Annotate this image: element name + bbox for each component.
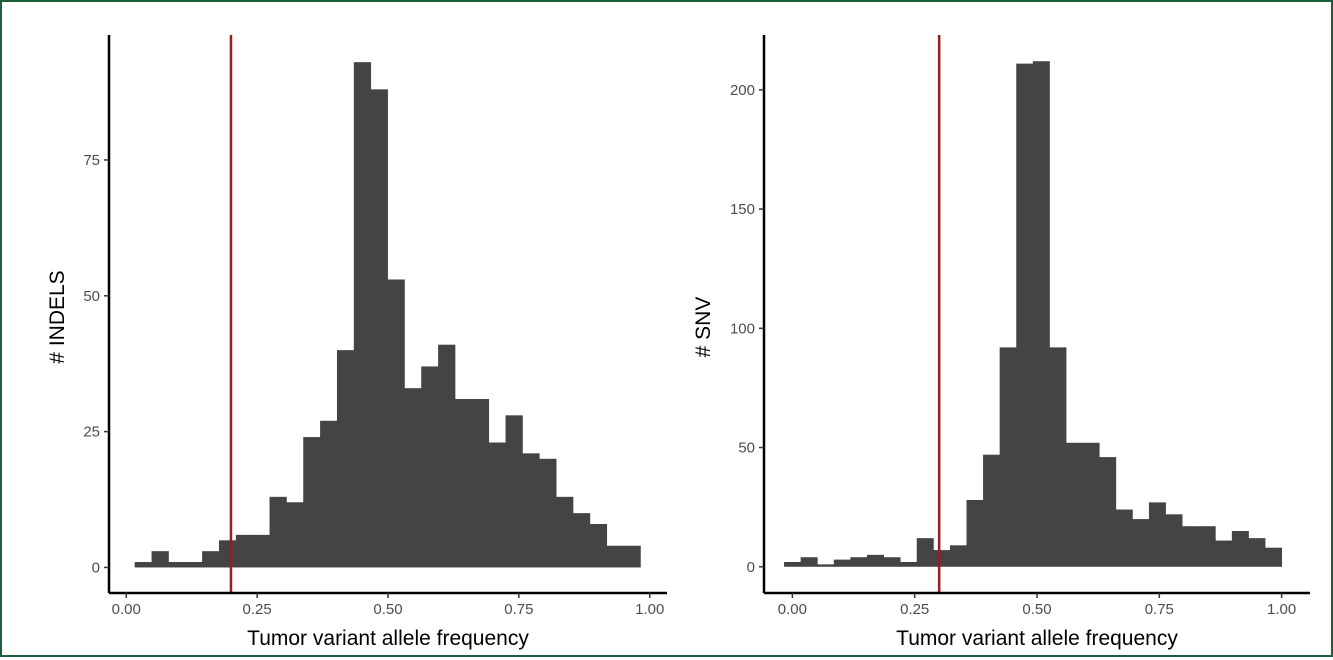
histogram-bar xyxy=(387,279,405,568)
histogram-bar xyxy=(252,534,270,568)
histogram-bar xyxy=(522,453,540,568)
histogram-bar xyxy=(1099,457,1117,567)
histogram-bar xyxy=(800,557,818,567)
histogram-bar xyxy=(966,500,984,567)
histogram-bar xyxy=(1231,531,1249,567)
histogram-bar xyxy=(1132,519,1150,567)
x-tick-label: 0.25 xyxy=(900,601,929,618)
x-axis-title: Tumor variant allele frequency xyxy=(896,627,1178,650)
histogram-bar xyxy=(202,551,220,568)
histogram-bar xyxy=(320,420,338,568)
x-tick-label: 1.00 xyxy=(1267,601,1296,618)
y-tick-label: 50 xyxy=(738,440,755,457)
histogram-bar xyxy=(471,399,490,568)
x-tick-label: 1.00 xyxy=(635,601,664,618)
y-tick-label: 0 xyxy=(747,559,755,576)
histogram-bar xyxy=(1049,347,1067,567)
histogram-bar xyxy=(983,454,1001,567)
histogram-bar xyxy=(168,562,186,568)
histogram-bar xyxy=(1182,526,1200,567)
histogram-bar xyxy=(999,347,1017,567)
histogram-bar xyxy=(866,554,884,567)
histogram-bar xyxy=(784,562,802,567)
histogram-bar xyxy=(556,496,574,568)
y-tick-label: 150 xyxy=(730,201,755,218)
histogram-bar xyxy=(900,562,918,567)
histogram-bar xyxy=(438,344,456,568)
y-axis-title: # INDELS xyxy=(46,270,69,363)
histogram-bar xyxy=(1016,63,1034,567)
histogram-bar xyxy=(353,62,372,568)
histogram-bar xyxy=(623,545,641,568)
histogram-bar xyxy=(269,496,287,568)
histogram-bar xyxy=(454,399,473,568)
histogram-bar xyxy=(949,545,967,567)
histogram-bar xyxy=(1032,61,1050,567)
panel-snv: 0.00 0.25 0.50 0.75 1.00 0 50 100 150 200 Tumor … xyxy=(692,35,1310,650)
histogram-bar xyxy=(1082,442,1100,567)
y-tick-label: 75 xyxy=(83,152,100,169)
y-ticks: 0 50 100 150 200 xyxy=(730,82,764,576)
y-axis-title: # SNV xyxy=(692,297,715,358)
bars xyxy=(784,61,1283,567)
x-tick-label: 0.00 xyxy=(778,601,807,618)
y-ticks: 0 25 50 75 xyxy=(83,152,109,576)
histogram-bar xyxy=(833,559,851,567)
y-tick-label: 0 xyxy=(92,559,100,576)
y-tick-label: 100 xyxy=(730,320,755,337)
histogram-bar xyxy=(850,557,868,567)
histogram-bar xyxy=(1248,538,1266,567)
x-tick-label: 0.50 xyxy=(373,601,402,618)
histogram-bar xyxy=(916,538,934,567)
histogram-bar xyxy=(1215,540,1233,567)
histogram-bar xyxy=(1198,526,1216,567)
histogram-bar xyxy=(1148,502,1166,567)
histogram-bar xyxy=(606,545,624,568)
histogram-bar xyxy=(1165,514,1183,567)
x-axis-title: Tumor variant allele frequency xyxy=(247,627,529,650)
histogram-bar xyxy=(883,557,901,567)
histogram-bar xyxy=(370,89,388,568)
histogram-bar xyxy=(488,442,506,568)
y-tick-label: 200 xyxy=(730,82,755,99)
y-tick-label: 25 xyxy=(83,424,100,441)
panel-indels: 0.00 0.25 0.50 0.75 1.00 0 25 50 75 Tumor varia… xyxy=(46,35,667,650)
histogram-bar xyxy=(1265,547,1283,567)
bars xyxy=(134,62,641,568)
histogram-bar xyxy=(303,437,321,568)
x-tick-label: 0.75 xyxy=(504,601,533,618)
histogram-bar xyxy=(1066,442,1083,567)
histogram-bar xyxy=(151,551,169,568)
histogram-bar xyxy=(572,513,591,568)
x-tick-label: 0.75 xyxy=(1145,601,1174,618)
histogram-bar xyxy=(421,366,439,568)
histogram-bar xyxy=(933,550,951,567)
histogram-bar xyxy=(286,502,304,568)
histogram-bar xyxy=(235,534,254,568)
x-ticks: 0.00 0.25 0.50 0.75 1.00 xyxy=(778,593,1296,618)
histogram-bar xyxy=(539,458,557,568)
histogram-bar xyxy=(218,540,237,568)
x-tick-label: 0.25 xyxy=(243,601,272,618)
histogram-bar xyxy=(134,562,152,568)
histogram-bar xyxy=(336,350,355,568)
x-tick-label: 0.00 xyxy=(112,601,141,618)
histogram-bar xyxy=(817,564,835,567)
x-tick-label: 0.50 xyxy=(1022,601,1051,618)
histogram-bar xyxy=(505,415,523,568)
x-ticks: 0.00 0.25 0.50 0.75 1.00 xyxy=(112,593,664,618)
histogram-bar xyxy=(404,388,422,568)
histogram-bar xyxy=(185,562,203,568)
histogram-bar xyxy=(589,523,608,568)
histogram-bar xyxy=(1115,509,1133,567)
y-tick-label: 50 xyxy=(83,288,100,305)
